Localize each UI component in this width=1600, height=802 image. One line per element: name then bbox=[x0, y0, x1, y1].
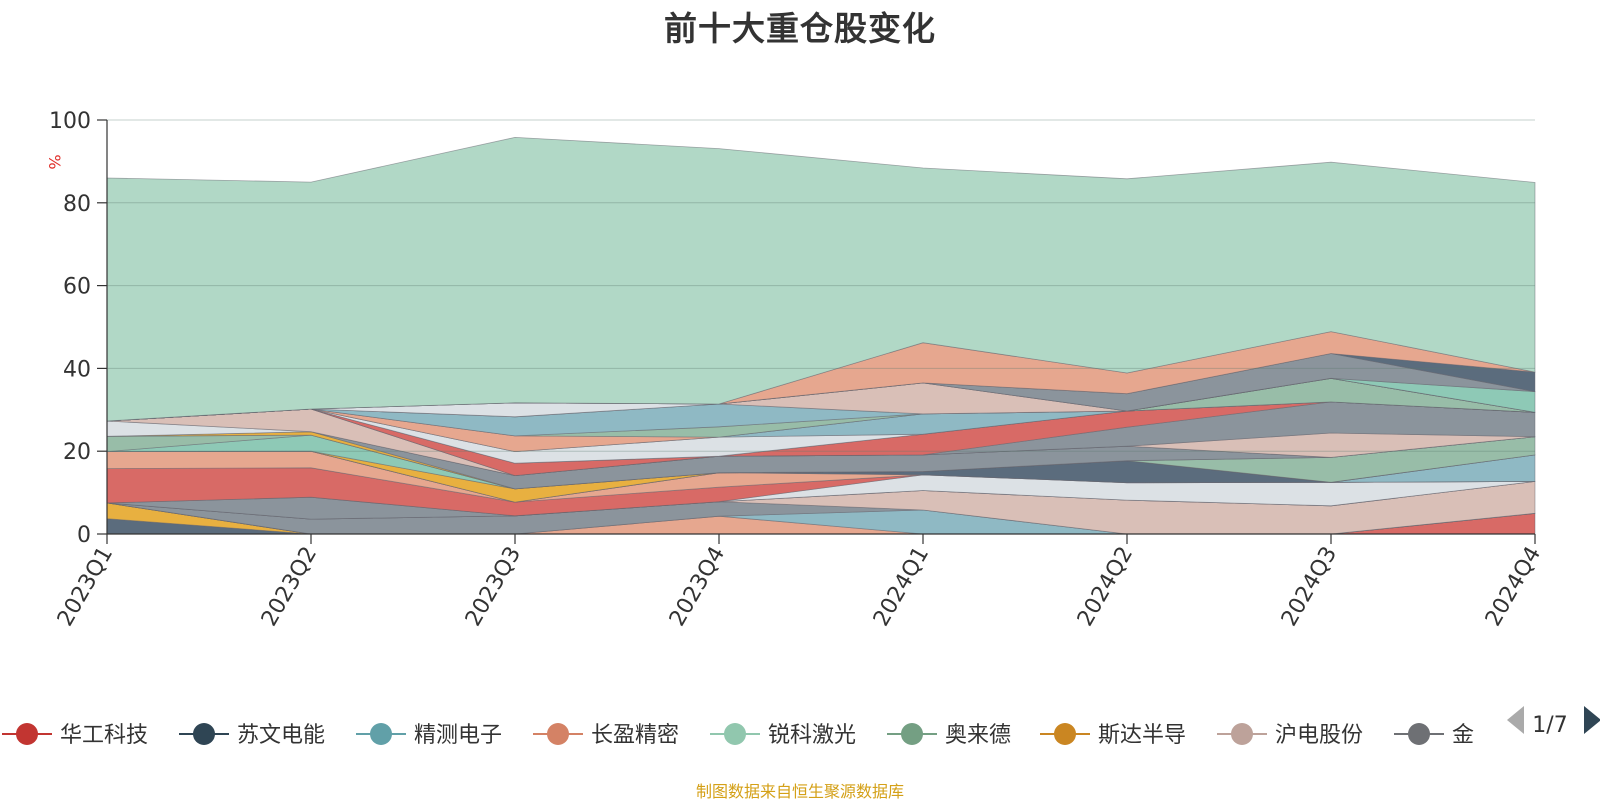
legend-item[interactable]: 沪电股份 bbox=[1217, 723, 1363, 748]
legend-item[interactable]: 斯达半导 bbox=[1040, 723, 1186, 748]
x-tick-label: 2023Q3 bbox=[461, 543, 526, 631]
y-tick-label: 80 bbox=[63, 192, 91, 217]
legend-item[interactable]: 锐科激光 bbox=[710, 723, 856, 748]
legend-marker bbox=[193, 723, 215, 745]
legend-marker bbox=[1408, 723, 1430, 745]
chart-title: 前十大重仓股变化 bbox=[664, 9, 936, 48]
x-tick-label: 2023Q4 bbox=[665, 543, 730, 631]
legend-label: 金 bbox=[1452, 723, 1474, 748]
legend-marker bbox=[547, 723, 569, 745]
legend-marker bbox=[724, 723, 746, 745]
x-tick-label: 2024Q2 bbox=[1073, 543, 1138, 631]
x-tick-label: 2024Q4 bbox=[1481, 543, 1546, 631]
x-tick-label: 2024Q1 bbox=[869, 543, 934, 631]
legend-label: 苏文电能 bbox=[237, 723, 325, 748]
legend-label: 斯达半导 bbox=[1098, 723, 1186, 748]
legend-item[interactable]: 精测电子 bbox=[356, 723, 502, 748]
area-layers bbox=[106, 136, 1536, 535]
legend-marker bbox=[370, 723, 392, 745]
legend-label: 长盈精密 bbox=[591, 723, 679, 748]
y-tick-label: 40 bbox=[63, 357, 91, 382]
y-tick-label: 60 bbox=[63, 275, 91, 300]
data-source-note: 制图数据来自恒生聚源数据库 bbox=[695, 782, 904, 801]
legend-marker bbox=[901, 723, 923, 745]
legend-item[interactable]: 奥来德 bbox=[887, 723, 1011, 748]
legend-label: 奥来德 bbox=[945, 723, 1011, 748]
legend-prev-icon[interactable] bbox=[1507, 706, 1524, 734]
grid-lines bbox=[107, 119, 1535, 452]
legend-marker bbox=[1054, 723, 1076, 745]
legend-item[interactable]: 金 bbox=[1394, 723, 1474, 748]
x-tick-label: 2023Q1 bbox=[53, 543, 118, 631]
area-layer-36 bbox=[106, 136, 1536, 422]
y-tick-label: 0 bbox=[77, 523, 91, 548]
y-tick-label: 20 bbox=[63, 440, 91, 465]
legend-item[interactable]: 长盈精密 bbox=[533, 723, 679, 748]
legend-label: 华工科技 bbox=[60, 723, 148, 748]
legend: 华工科技 苏文电能 精测电子 长盈精密 锐科激光 奥来德 斯达半导 沪电股份 金 bbox=[2, 723, 1474, 748]
legend-marker bbox=[16, 723, 38, 745]
y-axis-unit-label: % bbox=[45, 154, 64, 169]
legend-marker bbox=[1231, 723, 1253, 745]
legend-item[interactable]: 苏文电能 bbox=[179, 723, 325, 748]
legend-label: 锐科激光 bbox=[768, 723, 856, 748]
legend-label: 沪电股份 bbox=[1275, 723, 1363, 748]
legend-item[interactable]: 华工科技 bbox=[2, 723, 148, 748]
x-tick-label: 2024Q3 bbox=[1277, 543, 1342, 631]
x-tick-label: 2023Q2 bbox=[257, 543, 322, 631]
legend-next-icon[interactable] bbox=[1584, 706, 1600, 734]
legend-pager: 1/7 bbox=[1507, 706, 1600, 738]
legend-page-indicator: 1/7 bbox=[1532, 713, 1567, 738]
y-tick-label: 100 bbox=[49, 109, 91, 134]
legend-label: 精测电子 bbox=[414, 723, 502, 748]
